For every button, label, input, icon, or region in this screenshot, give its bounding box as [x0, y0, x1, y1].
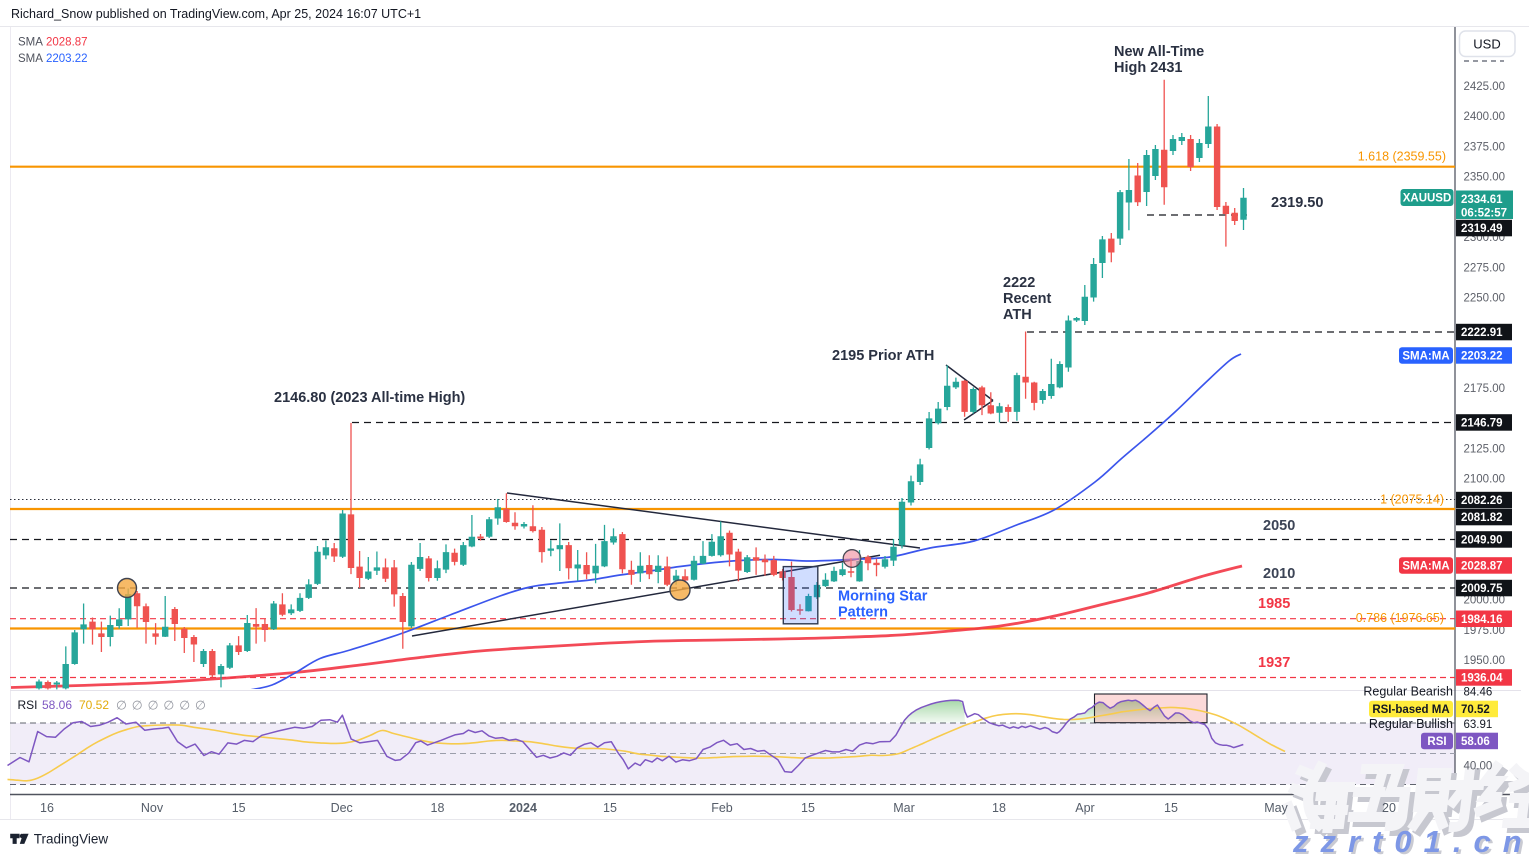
- svg-text:2203.22: 2203.22: [1461, 351, 1503, 363]
- svg-text:2028.87: 2028.87: [1461, 561, 1503, 573]
- svg-text:84.46: 84.46: [1464, 687, 1493, 699]
- svg-text:63.91: 63.91: [1464, 719, 1493, 731]
- svg-text:16: 16: [40, 801, 54, 815]
- svg-text:Regular Bullish: Regular Bullish: [1369, 717, 1453, 731]
- svg-text:2125.00: 2125.00: [1464, 444, 1506, 456]
- svg-text:58.06: 58.06: [1461, 736, 1490, 748]
- svg-text:2334.61: 2334.61: [1461, 194, 1503, 206]
- svg-text:Nov: Nov: [141, 801, 164, 815]
- svg-text:2100.00: 2100.00: [1464, 474, 1506, 486]
- svg-text:High 2431: High 2431: [1114, 60, 1183, 76]
- svg-text:Feb: Feb: [711, 801, 733, 815]
- svg-text:70.52: 70.52: [79, 698, 109, 712]
- svg-text:2049.90: 2049.90: [1461, 535, 1503, 547]
- svg-text:Pattern: Pattern: [838, 605, 888, 621]
- svg-text:15: 15: [1164, 801, 1178, 815]
- svg-text:15: 15: [232, 801, 246, 815]
- svg-text:15: 15: [801, 801, 815, 815]
- svg-text:ATH: ATH: [1003, 307, 1032, 323]
- svg-text:1975.00: 1975.00: [1464, 625, 1506, 637]
- svg-text:2222.91: 2222.91: [1461, 327, 1503, 339]
- svg-text:2082.26: 2082.26: [1461, 495, 1503, 507]
- svg-text:Morning Star: Morning Star: [838, 589, 928, 605]
- svg-text:New All-Time: New All-Time: [1114, 44, 1204, 60]
- svg-text:2319.50: 2319.50: [1271, 195, 1323, 211]
- svg-text:2009.75: 2009.75: [1461, 583, 1503, 595]
- svg-text:1936.04: 1936.04: [1461, 673, 1503, 685]
- svg-text:Richard_Snow published on Trad: Richard_Snow published on TradingView.co…: [11, 7, 421, 21]
- svg-text:May: May: [1264, 801, 1288, 815]
- svg-text:RSI-based MA: RSI-based MA: [1372, 704, 1449, 716]
- svg-text:70.52: 70.52: [1461, 704, 1490, 716]
- svg-text:1.618 (2359.55): 1.618 (2359.55): [1358, 150, 1446, 164]
- svg-text:2195 Prior ATH: 2195 Prior ATH: [832, 348, 934, 364]
- svg-text:40.00: 40.00: [1464, 761, 1493, 773]
- svg-text:zzrt01.cn: zzrt01.cn: [1295, 826, 1529, 857]
- svg-text:15: 15: [603, 801, 617, 815]
- svg-text:SMA:MA: SMA:MA: [1402, 351, 1449, 363]
- svg-text:2350.00: 2350.00: [1464, 172, 1506, 184]
- svg-text:Mar: Mar: [893, 801, 915, 815]
- svg-text:2050: 2050: [1263, 518, 1295, 534]
- svg-text:20: 20: [1382, 801, 1396, 815]
- svg-text:2275.00: 2275.00: [1464, 262, 1506, 274]
- svg-text:USD: USD: [1473, 37, 1500, 52]
- svg-text:2024: 2024: [509, 801, 537, 815]
- svg-text:18: 18: [992, 801, 1006, 815]
- svg-text:∅: ∅: [163, 699, 174, 713]
- svg-text:2146.80 (2023 All-time High): 2146.80 (2023 All-time High): [274, 390, 465, 406]
- svg-text:2250.00: 2250.00: [1464, 292, 1506, 304]
- svg-text:TradingView: TradingView: [34, 832, 109, 847]
- svg-text:1937: 1937: [1258, 655, 1290, 671]
- svg-text:SMA: SMA: [18, 37, 43, 49]
- svg-text:∅: ∅: [179, 699, 190, 713]
- svg-text:1950.00: 1950.00: [1464, 655, 1506, 667]
- svg-text:2400.00: 2400.00: [1464, 111, 1506, 123]
- svg-text:2375.00: 2375.00: [1464, 141, 1506, 153]
- svg-text:SMA: SMA: [18, 53, 43, 65]
- svg-text:1984.16: 1984.16: [1461, 614, 1503, 626]
- svg-text:∅: ∅: [132, 699, 143, 713]
- svg-text:∅: ∅: [116, 699, 127, 713]
- svg-text:RSI: RSI: [1427, 736, 1446, 748]
- svg-text:1985: 1985: [1258, 596, 1290, 612]
- svg-text:Apr: Apr: [1075, 801, 1094, 815]
- svg-text:2175.00: 2175.00: [1464, 383, 1506, 395]
- svg-text:06:52:57: 06:52:57: [1461, 207, 1507, 219]
- svg-text:SMA:MA: SMA:MA: [1402, 561, 1449, 573]
- svg-text:zzrt01.cn: zzrt01.cn: [1292, 824, 1529, 857]
- svg-text:RSI: RSI: [18, 698, 38, 712]
- svg-text:Regular Bearish: Regular Bearish: [1363, 685, 1453, 699]
- svg-text:2000.00: 2000.00: [1464, 595, 1506, 607]
- svg-text:Dec: Dec: [331, 801, 353, 815]
- svg-text:2425.00: 2425.00: [1464, 81, 1506, 93]
- svg-text:2146.79: 2146.79: [1461, 418, 1503, 430]
- svg-text:2319.49: 2319.49: [1461, 223, 1503, 235]
- svg-text:Recent: Recent: [1003, 291, 1052, 307]
- svg-text:∅: ∅: [148, 699, 159, 713]
- svg-text:2028.87: 2028.87: [46, 37, 88, 49]
- svg-text:0.786 (1976.65): 0.786 (1976.65): [1356, 611, 1444, 625]
- svg-text:2203.22: 2203.22: [46, 53, 88, 65]
- svg-text:∅: ∅: [195, 699, 206, 713]
- svg-text:2010: 2010: [1263, 566, 1295, 582]
- svg-text:18: 18: [431, 801, 445, 815]
- svg-text:2081.82: 2081.82: [1461, 512, 1503, 524]
- svg-text:XAUUSD: XAUUSD: [1403, 193, 1452, 205]
- svg-text:2222: 2222: [1003, 275, 1035, 291]
- svg-text:58.06: 58.06: [42, 698, 72, 712]
- svg-text:1 (2075.14): 1 (2075.14): [1380, 493, 1444, 507]
